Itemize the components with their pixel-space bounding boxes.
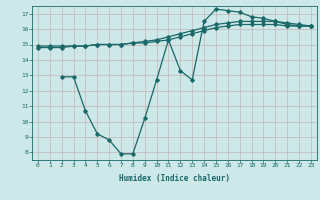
X-axis label: Humidex (Indice chaleur): Humidex (Indice chaleur) — [119, 174, 230, 183]
